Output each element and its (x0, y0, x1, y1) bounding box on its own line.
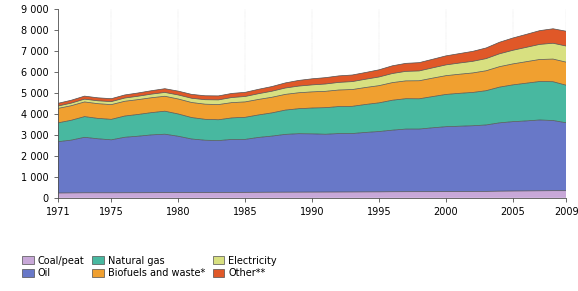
Legend: Coal/peat, Oil, Natural gas, Biofuels and waste*, Electricity, Other**: Coal/peat, Oil, Natural gas, Biofuels an… (22, 256, 277, 278)
